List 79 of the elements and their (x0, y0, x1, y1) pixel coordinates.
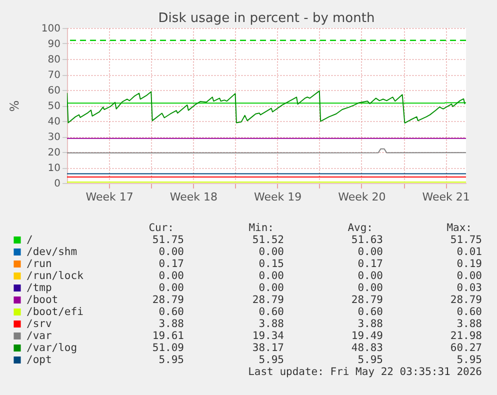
text: 28.79 (450, 294, 482, 306)
text: 51.75 (152, 234, 184, 246)
text: 0.00 (258, 246, 284, 258)
text: 0.19 (456, 258, 482, 270)
text: 0.00 (158, 246, 184, 258)
y-tick-label: 100 (41, 24, 60, 34)
legend-label: /opt (26, 354, 52, 366)
text: 0.00 (258, 282, 284, 294)
y-axis-title: % (7, 100, 22, 112)
y-tick-label: 80 (48, 54, 60, 66)
text: 0.15 (258, 258, 284, 270)
text: 51.63 (351, 234, 383, 246)
y-tick-label: 90 (48, 39, 60, 50)
legend-label: /boot (26, 294, 58, 306)
text: 0.60 (158, 306, 184, 318)
text: 60.27 (450, 342, 482, 354)
text: 0.60 (358, 306, 383, 318)
text: 19.61 (152, 330, 184, 342)
y-tick-label: 50 (48, 101, 60, 112)
text: 28.79 (351, 294, 383, 306)
y-tick-label: 40 (48, 116, 60, 128)
y-tick-label: 20 (48, 148, 60, 158)
legend-label: /run/lock (26, 270, 84, 282)
y-tick-label: 30 (48, 132, 60, 143)
text: 0.00 (358, 246, 383, 258)
text: 0.00 (358, 282, 383, 294)
legend-label: /boot/efi (26, 306, 84, 318)
text: 51.52 (252, 234, 284, 246)
text: 51.75 (450, 234, 482, 246)
legend-label: /dev/shm (26, 246, 78, 258)
legend-label: /run (26, 258, 52, 270)
text: 0.17 (158, 258, 184, 270)
text: 0.00 (158, 270, 184, 282)
legend-label: /var (26, 330, 52, 342)
text: Last update: Fri May 22 03:35:31 2026 (248, 366, 482, 378)
text: 38.17 (252, 342, 284, 354)
line-series (67, 90, 466, 124)
text: 0.00 (258, 270, 284, 282)
y-tick-label: 10 (48, 163, 60, 174)
text: 5.95 (158, 354, 184, 366)
text: Avg: (348, 222, 373, 234)
x-tick-label: Week 21 (422, 190, 470, 204)
text: 5.95 (358, 354, 383, 366)
y-tick-label: 0 (54, 178, 60, 190)
text: 3.88 (456, 318, 482, 330)
x-tick-label: Week 20 (338, 190, 386, 204)
x-tick-label: Week 19 (254, 190, 302, 204)
text: 48.83 (351, 342, 383, 354)
text: 0.60 (258, 306, 284, 318)
chart-title: Disk usage in percent - by month (158, 11, 375, 26)
text: 19.34 (252, 330, 284, 342)
text: 0.00 (358, 270, 383, 282)
text: 0.00 (158, 282, 184, 294)
text: 5.95 (258, 354, 284, 366)
text: 0.01 (456, 246, 482, 258)
text: 3.88 (258, 318, 284, 330)
text: 19.49 (351, 330, 383, 342)
text: 28.79 (252, 294, 284, 306)
text: Cur: (148, 222, 174, 234)
legend-label: /tmp (26, 282, 52, 294)
text: 51.09 (152, 342, 184, 354)
y-tick-label: 60 (48, 86, 60, 96)
text: Max: (446, 222, 472, 234)
text: 28.79 (152, 294, 184, 306)
legend-label: /srv (26, 318, 52, 330)
text: 0.00 (456, 270, 482, 282)
text: 0.03 (456, 282, 482, 294)
x-tick-label: Week 17 (86, 190, 134, 204)
legend-label: /var/log (26, 342, 78, 354)
text: 0.17 (358, 258, 383, 270)
x-tick-label: Week 18 (170, 190, 218, 204)
text: 3.88 (358, 318, 383, 330)
text: 21.98 (450, 330, 482, 342)
text: 0.60 (456, 306, 482, 318)
text: 3.88 (158, 318, 184, 330)
y-tick-label: 70 (48, 70, 60, 81)
text: Min: (248, 222, 274, 234)
text: 5.95 (456, 354, 482, 366)
legend-label: / (26, 234, 33, 246)
